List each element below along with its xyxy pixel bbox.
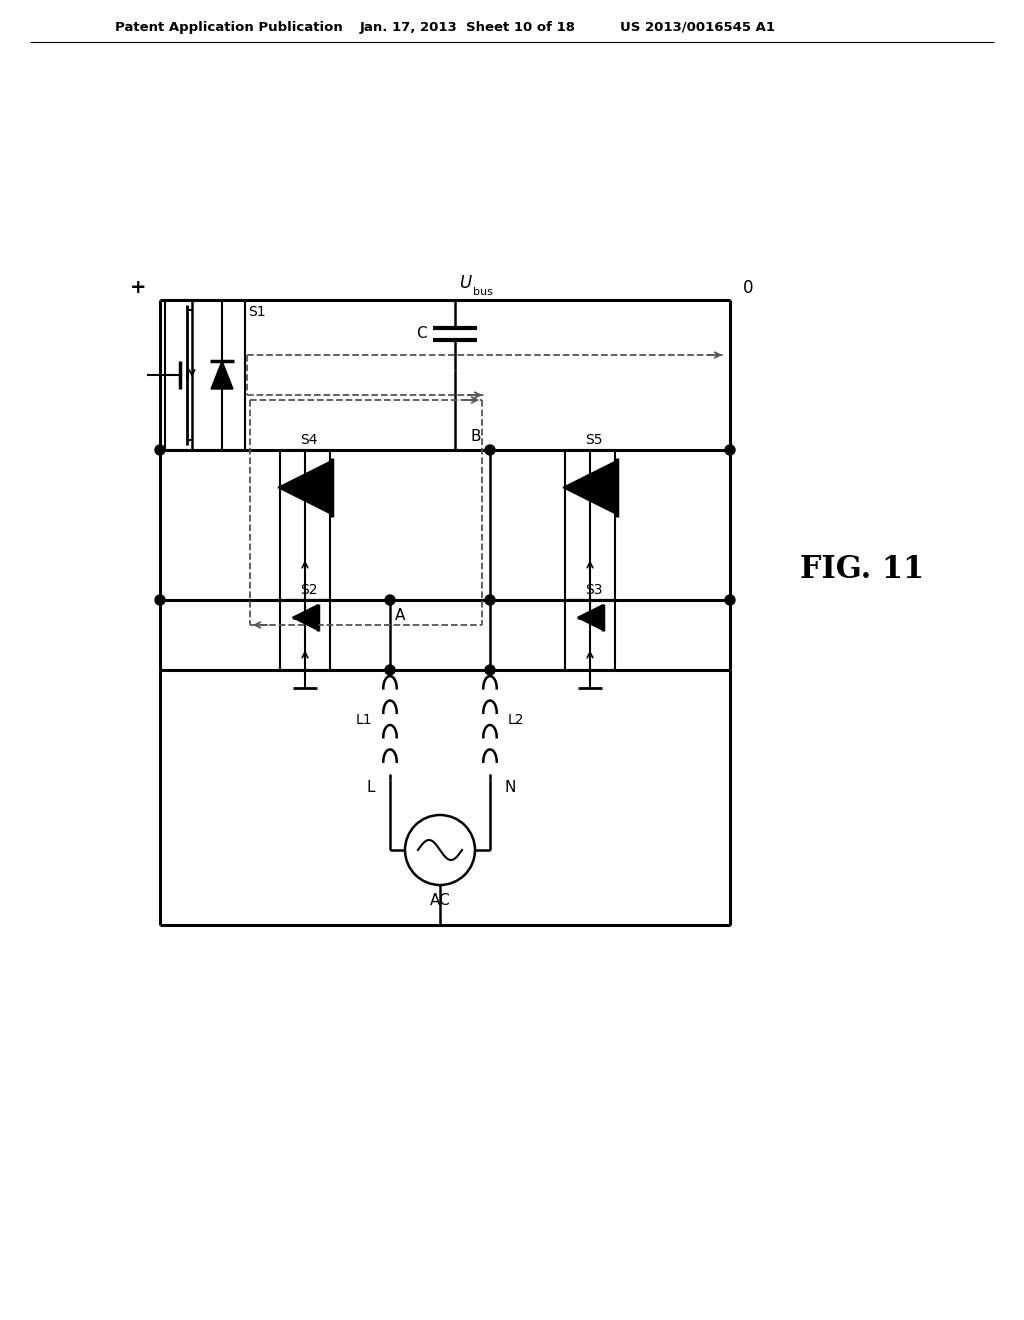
Text: S2: S2 — [300, 583, 317, 597]
Text: Jan. 17, 2013  Sheet 10 of 18: Jan. 17, 2013 Sheet 10 of 18 — [360, 21, 575, 33]
Text: S1: S1 — [248, 305, 265, 319]
Polygon shape — [578, 605, 602, 630]
Polygon shape — [278, 461, 332, 515]
Text: Patent Application Publication: Patent Application Publication — [115, 21, 343, 33]
Polygon shape — [293, 605, 317, 630]
Text: FIG. 11: FIG. 11 — [800, 554, 924, 586]
Circle shape — [725, 595, 735, 605]
Text: C: C — [417, 326, 427, 342]
Text: B: B — [470, 429, 480, 444]
Text: L2: L2 — [508, 713, 524, 727]
Text: 0: 0 — [742, 279, 754, 297]
Text: U: U — [459, 275, 471, 292]
Text: AC: AC — [430, 894, 451, 908]
Polygon shape — [211, 360, 233, 389]
Text: +: + — [130, 279, 146, 297]
Circle shape — [725, 445, 735, 455]
Circle shape — [385, 665, 395, 675]
Text: N: N — [505, 780, 516, 796]
Circle shape — [385, 595, 395, 605]
Circle shape — [485, 665, 495, 675]
Text: L: L — [367, 780, 375, 796]
Text: S3: S3 — [585, 583, 602, 597]
Text: S4: S4 — [300, 433, 317, 447]
Text: A: A — [395, 609, 406, 623]
Text: US 2013/0016545 A1: US 2013/0016545 A1 — [620, 21, 775, 33]
Circle shape — [485, 595, 495, 605]
Circle shape — [155, 445, 165, 455]
Circle shape — [485, 445, 495, 455]
Circle shape — [155, 595, 165, 605]
Text: L1: L1 — [355, 713, 372, 727]
Text: bus: bus — [473, 286, 493, 297]
Polygon shape — [563, 461, 617, 515]
Text: S5: S5 — [585, 433, 602, 447]
